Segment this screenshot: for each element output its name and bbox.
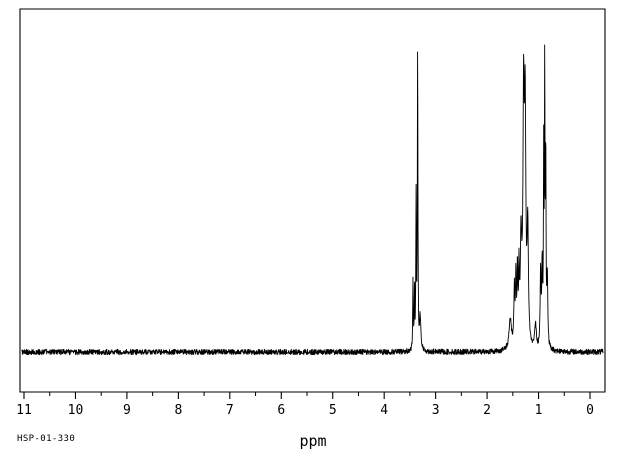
x-axis-tick-label: 10 [68,403,84,418]
x-axis-tick-labels: 11 10 9 8 7 6 5 4 3 2 1 0 [16,403,594,418]
x-axis-tick-label: 5 [329,403,337,418]
x-axis-tick-label: 9 [123,403,131,418]
plot-frame-border [19,8,606,393]
x-axis-tick-label: 3 [432,403,440,418]
x-axis-tick-label: 11 [16,403,32,418]
x-axis-tick-label: 2 [483,403,491,418]
sample-id-label: HSP-01-330 [17,434,75,444]
x-axis-tick-label: 4 [380,403,388,418]
x-axis-unit-label: ppm [299,432,326,450]
x-axis-tick-label: 6 [277,403,285,418]
x-axis-ticks [23,392,591,399]
x-axis-tick-label: 0 [586,403,594,418]
x-axis-tick-label: 1 [535,403,543,418]
x-axis-tick-label: 8 [174,403,182,418]
x-axis-tick-label: 7 [226,403,234,418]
spectrum-trace [21,44,604,356]
